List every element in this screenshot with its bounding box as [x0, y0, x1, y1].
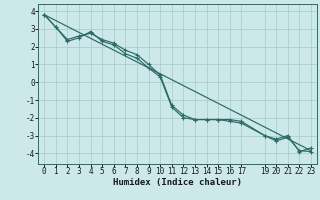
X-axis label: Humidex (Indice chaleur): Humidex (Indice chaleur) — [113, 178, 242, 187]
